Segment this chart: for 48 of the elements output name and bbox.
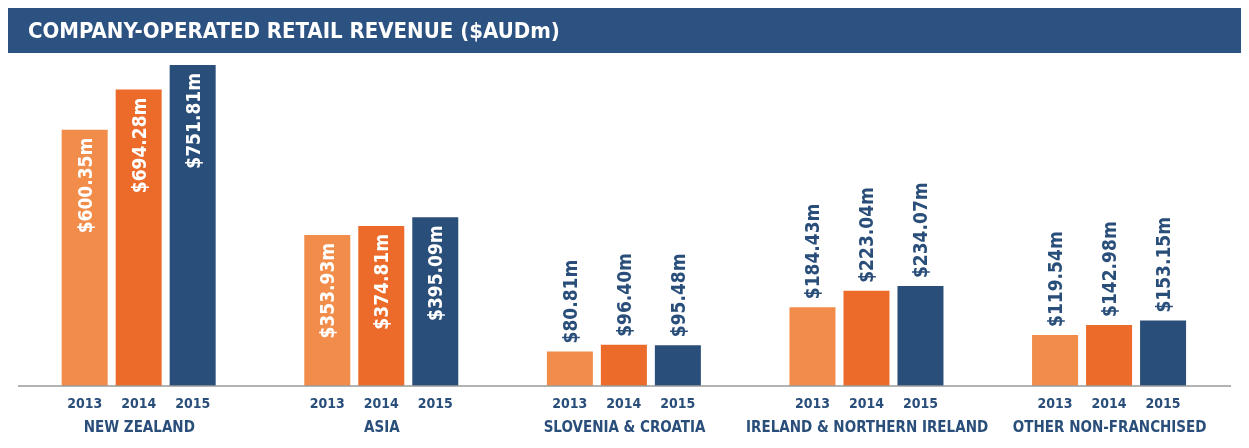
text: 2013 — [794, 395, 830, 411]
text: 2015 — [902, 395, 938, 411]
data-label: $600.35m — [73, 137, 96, 234]
x-tick-label: IRELAND & NORTHERN IRELAND — [746, 418, 989, 436]
bar — [789, 307, 836, 386]
data-label: $96.40m — [612, 253, 635, 337]
data-label: $142.98m — [1098, 221, 1121, 317]
text: 2015 — [660, 395, 696, 411]
series-label: 2015 — [175, 395, 211, 411]
bar — [546, 351, 593, 386]
text: 2015 — [1145, 395, 1181, 411]
data-label: $119.54m — [1044, 231, 1067, 327]
chart-title: COMPANY-OPERATED RETAIL REVENUE ($AUDm) — [8, 8, 1241, 53]
series-label: 2014 — [121, 395, 157, 411]
bar — [654, 345, 701, 386]
bar — [169, 65, 216, 386]
data-label: $184.43m — [801, 203, 824, 300]
bar — [1032, 334, 1079, 386]
data-label: $234.07m — [909, 182, 932, 279]
text: 2013 — [552, 395, 588, 411]
data-label: $751.81m — [181, 73, 204, 169]
x-tick-label: ASIA — [364, 418, 401, 436]
data-label: $395.09m — [424, 225, 447, 321]
text: 2014 — [848, 395, 884, 411]
text: 2014 — [1091, 395, 1127, 411]
data-label: $80.81m — [558, 259, 581, 344]
bar — [61, 129, 108, 386]
text: 2013 — [1037, 395, 1073, 411]
text: 2015 — [417, 395, 453, 411]
bar — [1086, 324, 1133, 386]
series-label: 2013 — [67, 395, 103, 411]
text: 2013 — [309, 395, 345, 411]
x-tick-label: OTHER NON-FRANCHISED — [1012, 418, 1207, 436]
text: 2014 — [363, 395, 399, 411]
data-label: $374.81m — [370, 233, 393, 330]
bar — [115, 89, 162, 386]
data-label: $223.04m — [855, 187, 878, 283]
bar — [1140, 320, 1187, 386]
data-label: $694.28m — [127, 97, 150, 194]
x-tick-label: NEW ZEALAND — [83, 418, 195, 436]
text: 2014 — [606, 395, 642, 411]
bar — [600, 344, 647, 386]
data-label: $95.48m — [666, 253, 689, 338]
data-label: $153.15m — [1152, 216, 1175, 313]
bar — [843, 290, 890, 386]
bar — [897, 286, 944, 386]
data-label: $353.93m — [316, 242, 339, 339]
x-tick-label: SLOVENIA & CROATIA — [543, 418, 706, 436]
